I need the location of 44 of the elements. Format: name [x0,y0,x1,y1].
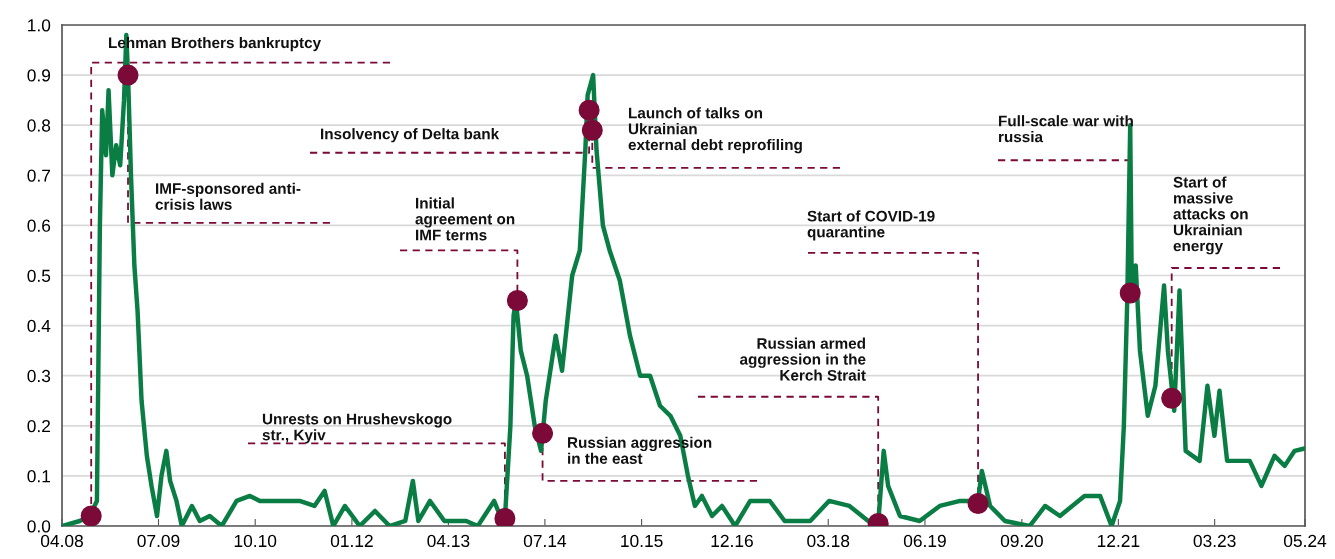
x-tick-label: 07.14 [523,534,567,548]
annotation: Russian armed aggression in the Kerch Strait [739,337,866,381]
point [1119,282,1141,304]
point [117,64,139,86]
point [1161,387,1183,409]
x-tick-label: 04.08 [40,534,83,548]
y-tick-label: 0.1 [27,470,51,483]
annotation: Initial agreement on IMF terms [415,197,515,241]
point [494,507,516,526]
point [506,290,528,312]
y-tick-label: 0.2 [27,419,51,433]
y-tick-label: 0.0 [27,520,51,533]
x-tick-label: 12.16 [711,534,753,548]
annotation: IMF-sponsored anti- crisis laws [155,182,301,210]
point [578,99,600,121]
x-tick-label: 03.18 [807,534,850,548]
x-tick-label: 06.19 [903,534,946,548]
point [581,119,603,141]
y-tick-label: 0.4 [27,319,51,333]
annotation: Full-scale war with russia [999,115,1133,143]
x-tick-label: 03.23 [1193,534,1236,548]
point [532,422,554,444]
y-tick-label: 0.6 [27,219,51,232]
x-tick-label: 07.09 [137,534,180,548]
y-tick-label: 0.3 [27,369,51,383]
x-tick-label: 09.20 [1000,534,1043,548]
y-tick-label: 0.8 [27,119,51,132]
x-tick-label: 04.13 [427,534,470,548]
point [80,505,102,526]
annotation: Unrests on Hrushevskogo str., Kyiv [262,413,452,444]
y-tick-label: 0.9 [27,69,51,82]
annotation: Insolvency of Delta bank [321,128,500,143]
x-tick-label: 10.10 [234,534,277,548]
y-tick-label: 0.5 [27,269,51,282]
annotation: Start of COVID-19 quarantine [807,210,935,241]
y-tick-label: 0.7 [27,169,51,182]
x-tick-label: 12.21 [1097,534,1140,547]
point [967,492,989,514]
annotation: Launch of talks on Ukrainian external debt reprofiling [628,107,802,154]
y-tick-label: 1.0 [28,19,51,32]
annotation: Start of massive attacks on Ukrainian energy [1173,176,1248,255]
x-tick-label: 01.12 [330,534,373,548]
x-tick-label: 05.24 [1283,534,1327,548]
x-tick-label: 10.15 [621,534,663,548]
